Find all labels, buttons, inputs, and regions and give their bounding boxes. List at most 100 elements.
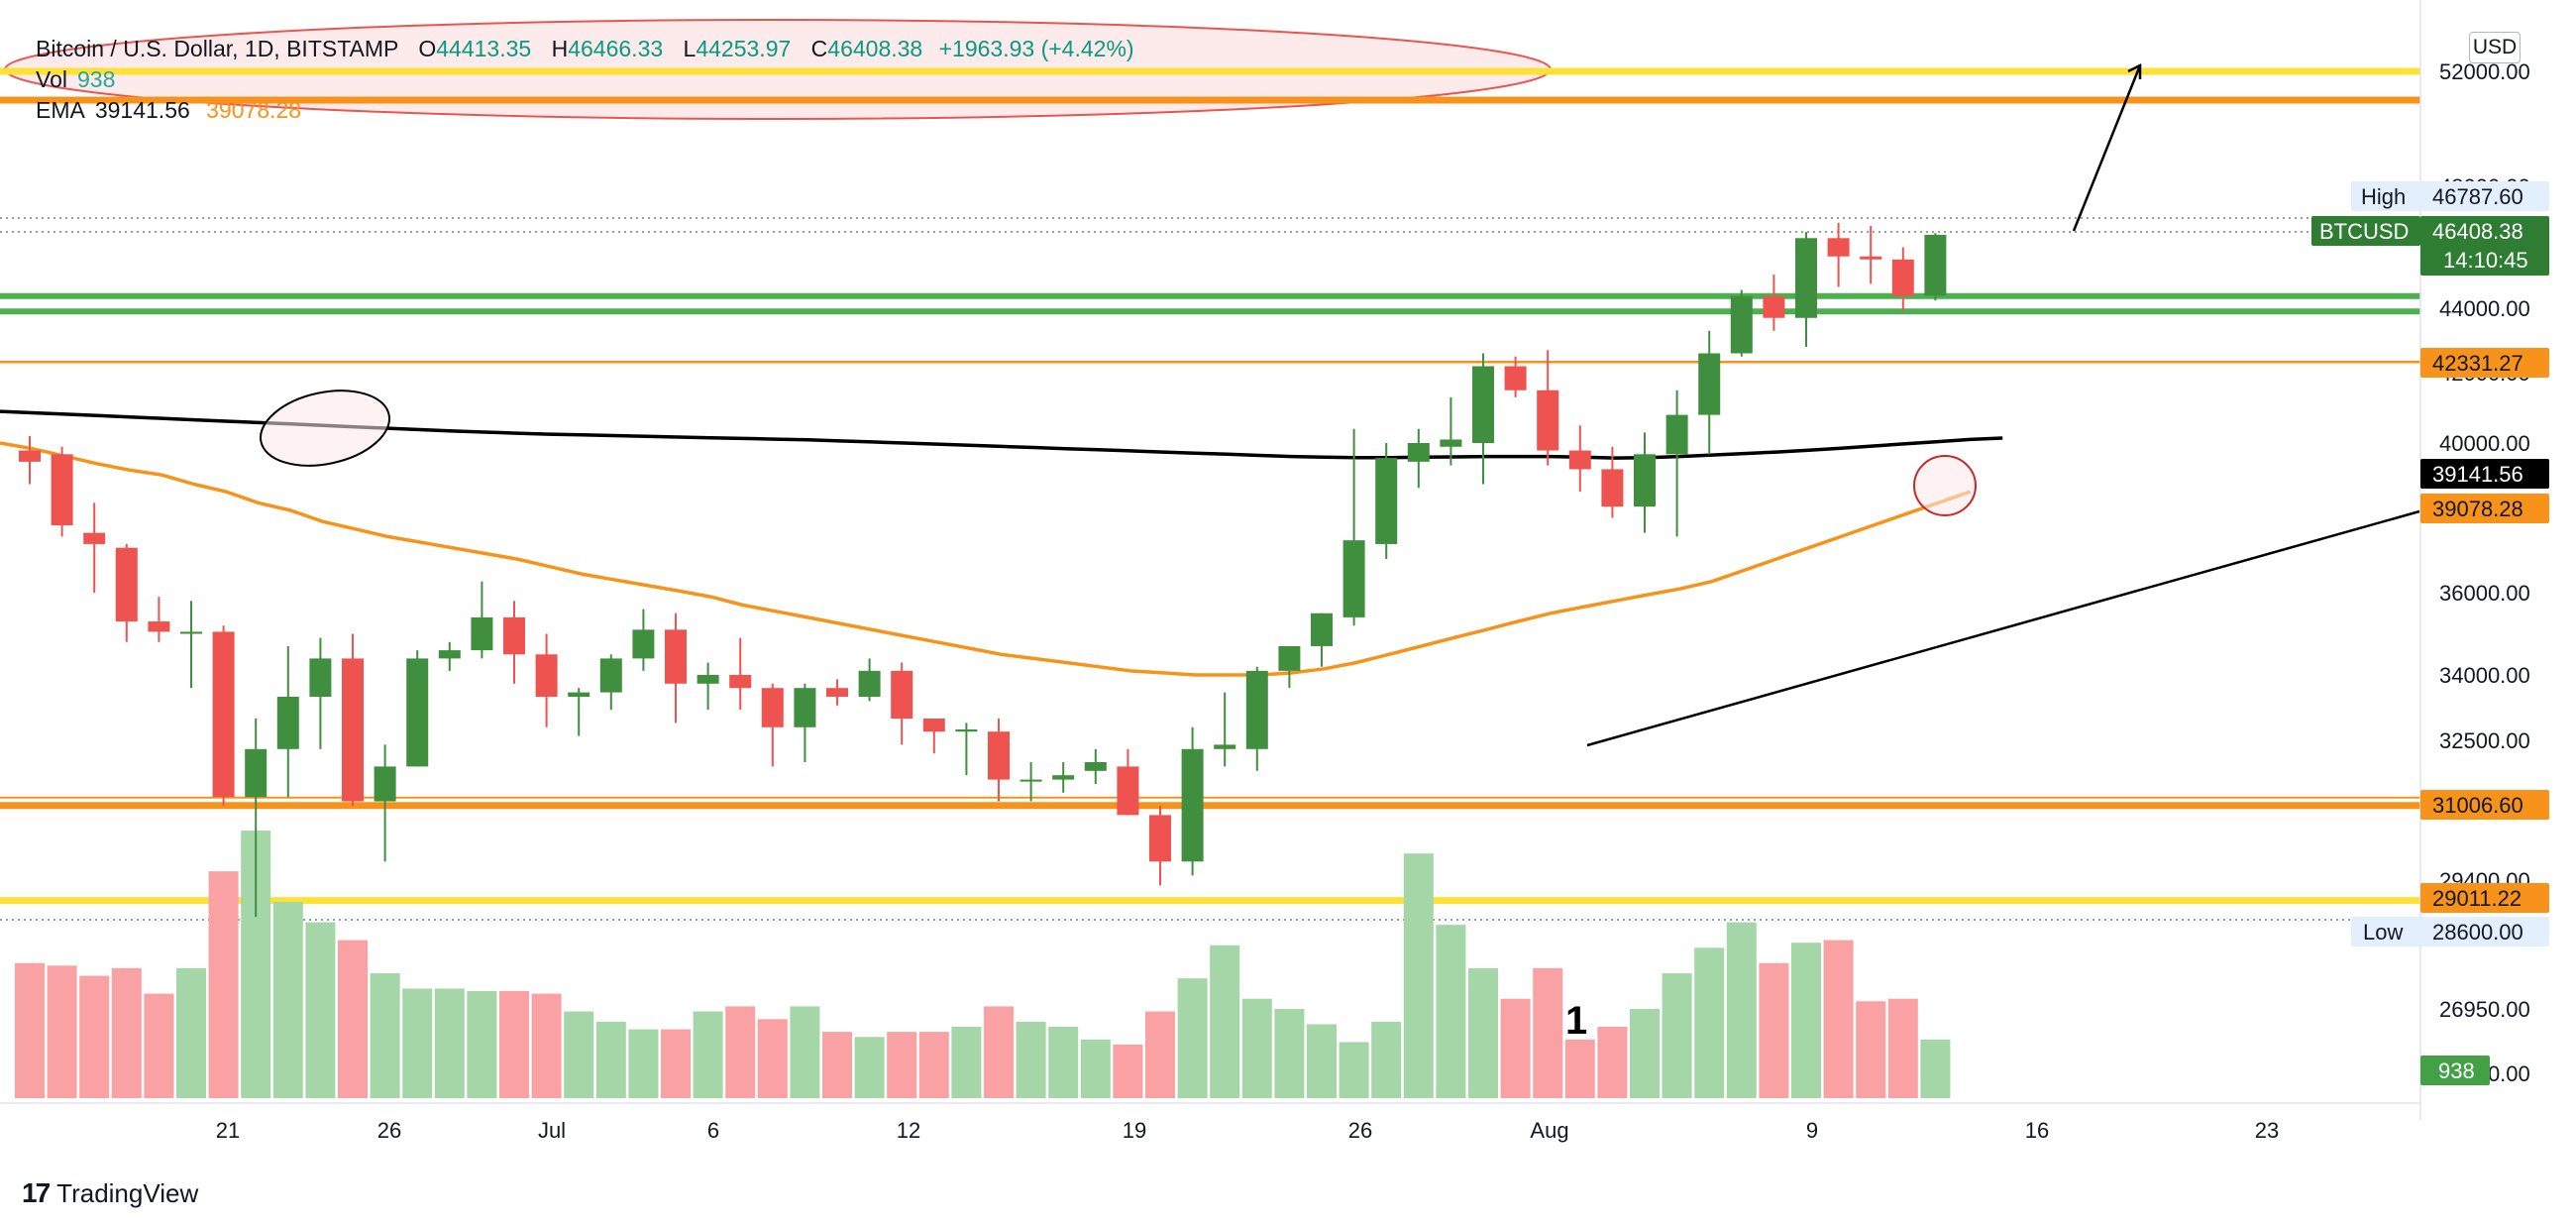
candle-body bbox=[19, 450, 41, 462]
level-tag-42331: 42331.27 bbox=[2432, 351, 2523, 376]
volume-bar bbox=[1210, 945, 1240, 1098]
candle-body bbox=[1407, 443, 1430, 462]
open-label: O bbox=[418, 36, 437, 61]
volume-bar bbox=[176, 967, 206, 1098]
volume-bar bbox=[1564, 1039, 1595, 1098]
candle-body bbox=[568, 692, 590, 697]
volume-bar bbox=[79, 975, 110, 1098]
candle-body bbox=[1214, 744, 1236, 749]
ema-slow-tag-bg bbox=[2420, 459, 2549, 489]
candle-body bbox=[665, 629, 687, 684]
candle-body bbox=[1537, 390, 1559, 451]
volume-bar bbox=[693, 1011, 723, 1098]
volume-bar bbox=[595, 1021, 626, 1098]
candle-body bbox=[83, 532, 106, 544]
candle-body bbox=[1568, 450, 1591, 470]
wave-label: 1 bbox=[1565, 999, 1587, 1043]
level-tag-31006: 31006.60 bbox=[2432, 793, 2523, 818]
volume-bar bbox=[1887, 998, 1918, 1098]
candle-body bbox=[535, 654, 558, 697]
volume-bar bbox=[1113, 1045, 1143, 1098]
volume-tag: 938 bbox=[2438, 1058, 2475, 1083]
volume-label[interactable]: Vol bbox=[36, 66, 67, 92]
low-value-tag: 28600.00 bbox=[2432, 920, 2523, 945]
low-label: L bbox=[683, 36, 697, 61]
trend-line bbox=[1586, 509, 2420, 747]
volume-bar bbox=[757, 1019, 788, 1098]
horizontal-levels bbox=[0, 67, 2420, 905]
candlesticks bbox=[19, 222, 1947, 918]
volume-bar bbox=[1856, 1001, 1886, 1098]
volume-bar bbox=[1630, 1009, 1660, 1098]
volume-bar bbox=[402, 988, 433, 1098]
close-label: C bbox=[810, 36, 828, 61]
ema-fast-tag-bg bbox=[2420, 494, 2549, 523]
candle-body bbox=[212, 631, 235, 798]
ema-value-fast: 39078.28 bbox=[206, 97, 302, 123]
volume-bar bbox=[1241, 998, 1272, 1098]
time-axis[interactable]: 21 26 Jul 6 12 19 26 Aug 9 16 23 bbox=[0, 1102, 2420, 1143]
symbol-title[interactable]: Bitcoin / U.S. Dollar, 1D, BITSTAMP bbox=[36, 36, 398, 61]
currency-button[interactable]: USD bbox=[2469, 32, 2521, 63]
time-tick-label: 19 bbox=[1123, 1118, 1146, 1143]
change-value: +1963.93 (+4.42%) bbox=[938, 36, 1134, 61]
volume-bar bbox=[1436, 925, 1466, 1098]
candle-body bbox=[955, 729, 978, 732]
volume-bar bbox=[208, 871, 239, 1098]
volume-bar bbox=[1791, 943, 1821, 1098]
high-low-dotted-lines bbox=[0, 217, 2420, 921]
volume-bar bbox=[854, 1037, 885, 1098]
tradingview-brand[interactable]: 17 TradingView bbox=[22, 1177, 198, 1209]
tradingview-logo-icon: 17 bbox=[22, 1177, 51, 1208]
high-value-tag: 46787.60 bbox=[2432, 184, 2523, 209]
time-tick-label: 12 bbox=[897, 1118, 920, 1143]
last-price-tag: 46408.38 bbox=[2432, 219, 2523, 244]
volume-bar bbox=[434, 988, 465, 1098]
volume-bar bbox=[1307, 1024, 1337, 1098]
ema-label[interactable]: EMA bbox=[36, 97, 85, 123]
symbol-tag: BTCUSD bbox=[2319, 219, 2409, 244]
candle-body bbox=[1278, 645, 1301, 671]
candle-body bbox=[148, 621, 170, 632]
candle-body bbox=[1634, 454, 1656, 507]
volume-bar bbox=[564, 1011, 594, 1098]
candle-body bbox=[1311, 612, 1333, 646]
price-axis[interactable]: 52000.0048000.0044000.0042000.0040000.00… bbox=[2419, 0, 2530, 1120]
time-tick-label: 16 bbox=[2025, 1118, 2049, 1143]
price-tick-label: 26950.00 bbox=[2439, 997, 2530, 1022]
symbol-tag-bg bbox=[2311, 216, 2420, 246]
volume-bar bbox=[984, 1006, 1014, 1098]
price-tick-label: 34000.00 bbox=[2439, 663, 2530, 688]
countdown-tag: 14:10:45 bbox=[2443, 248, 2528, 273]
volume-bar bbox=[144, 993, 174, 1098]
candle-body bbox=[729, 675, 752, 689]
candle-body bbox=[1052, 775, 1075, 780]
candle-body bbox=[1924, 234, 1947, 296]
candle-body bbox=[1504, 366, 1527, 390]
time-tick-label: 23 bbox=[2255, 1118, 2279, 1143]
volume-bar bbox=[918, 1032, 949, 1098]
volume-bar bbox=[1177, 978, 1208, 1098]
time-tick-label: 21 bbox=[216, 1118, 240, 1143]
open-value: 44413.35 bbox=[436, 36, 532, 61]
price-tick-label: 52000.00 bbox=[2439, 59, 2530, 84]
volume-bar bbox=[1371, 1021, 1402, 1098]
volume-bar bbox=[887, 1032, 917, 1098]
volume-bar bbox=[1500, 998, 1531, 1098]
low-label-bg bbox=[2351, 917, 2420, 947]
close-value: 46408.38 bbox=[827, 36, 923, 61]
ema-fast-tag: 39078.28 bbox=[2432, 497, 2523, 521]
volume-bar bbox=[661, 1029, 691, 1098]
time-tick-label: Jul bbox=[538, 1118, 566, 1143]
volume-bar bbox=[1048, 1027, 1079, 1098]
time-tick-label: 26 bbox=[377, 1118, 401, 1143]
candle-body bbox=[180, 631, 202, 634]
time-tick-label: Aug bbox=[1530, 1118, 1568, 1143]
volume-bar bbox=[1920, 1039, 1951, 1098]
ema-slow-tag: 39141.56 bbox=[2432, 462, 2523, 487]
candle-body bbox=[276, 697, 299, 749]
low-label: Low bbox=[2363, 920, 2403, 945]
volume-bar bbox=[1694, 947, 1725, 1098]
arrow-head bbox=[2127, 62, 2142, 79]
